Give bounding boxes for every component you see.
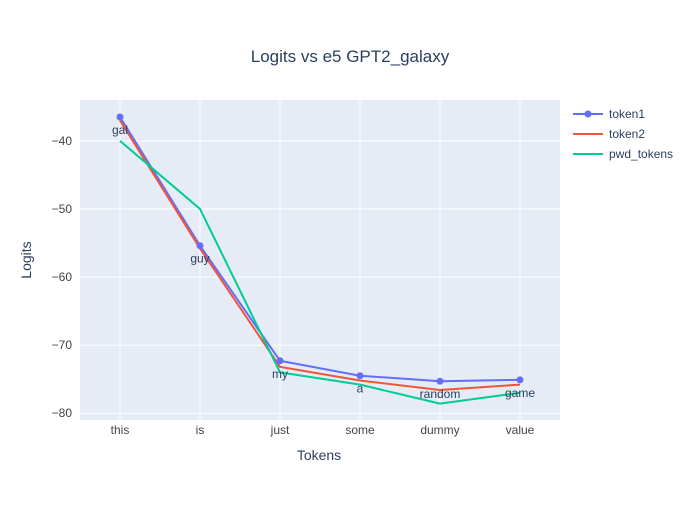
y-axis-ticks: −40 −50 −60 −70 −80 xyxy=(52,134,73,420)
data-point-token1 xyxy=(516,376,524,384)
x-tick-label: dummy xyxy=(420,423,459,437)
legend-label: token2 xyxy=(609,127,645,141)
y-axis-title: Logits xyxy=(18,241,34,278)
y-tick-label: −60 xyxy=(52,270,73,284)
series-lines xyxy=(119,116,521,405)
plot-area-background xyxy=(80,100,560,420)
x-axis-title: Tokens xyxy=(297,447,341,463)
data-label: a xyxy=(357,382,364,396)
data-point-token1 xyxy=(356,372,364,380)
x-axis-ticks: this is just some dummy value xyxy=(111,423,535,437)
y-tick-label: −80 xyxy=(52,406,73,420)
data-labels: gal guy my a random game xyxy=(112,123,535,401)
series-markers xyxy=(116,113,524,385)
legend-label: pwd_tokens xyxy=(609,147,673,161)
y-tick-label: −70 xyxy=(52,338,73,352)
gridlines xyxy=(80,100,560,420)
data-point-token1 xyxy=(196,242,204,250)
series-line-token2 xyxy=(119,119,521,392)
data-point-token1 xyxy=(276,357,284,365)
series-line-pwd_tokens xyxy=(119,140,521,405)
x-tick-label: is xyxy=(196,423,205,437)
x-tick-label: some xyxy=(345,423,375,437)
data-label: random xyxy=(420,387,461,401)
y-tick-label: −40 xyxy=(52,134,73,148)
data-point-token1 xyxy=(436,377,444,385)
series-line-token1 xyxy=(119,116,521,383)
x-tick-label: value xyxy=(506,423,535,437)
legend-item-token2[interactable]: token2 xyxy=(573,127,645,141)
legend[interactable]: token1 token2 pwd_tokens xyxy=(573,107,673,161)
data-label: gal xyxy=(112,123,128,137)
data-label: my xyxy=(272,367,288,381)
data-label: game xyxy=(505,386,535,400)
legend-item-token1[interactable]: token1 xyxy=(573,107,645,121)
chart-title: Logits vs e5 GPT2_galaxy xyxy=(251,47,450,66)
y-tick-label: −50 xyxy=(52,202,73,216)
legend-label: token1 xyxy=(609,107,645,121)
x-tick-label: this xyxy=(111,423,130,437)
data-label: guy xyxy=(190,252,209,266)
data-point-token1 xyxy=(116,113,124,121)
x-tick-label: just xyxy=(270,423,290,437)
legend-marker xyxy=(584,110,592,118)
legend-item-pwd_tokens[interactable]: pwd_tokens xyxy=(573,147,673,161)
